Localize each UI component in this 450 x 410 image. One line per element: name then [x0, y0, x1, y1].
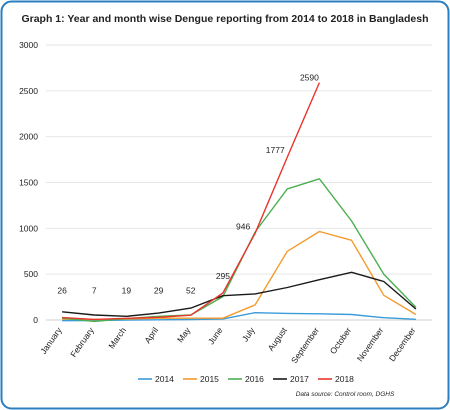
gridlines	[46, 44, 432, 321]
data-label: 29	[154, 286, 164, 296]
legend: 2014 2015 2016 2017 2018	[138, 374, 354, 384]
y-tick-label: 1500	[19, 178, 38, 188]
data-label: 7	[92, 286, 97, 296]
data-label: 1777	[266, 145, 285, 155]
series-line-2018	[62, 82, 321, 321]
data-label: 2590	[300, 73, 319, 83]
legend-label: 2014	[155, 374, 174, 384]
chart-title: Graph 1: Year and month wise Dengue repo…	[21, 13, 428, 25]
data-label: 295	[216, 271, 230, 281]
data-label: 946	[236, 221, 250, 231]
y-tick-label: 2000	[19, 132, 38, 142]
series-lines	[62, 82, 417, 323]
data-label: 26	[57, 286, 67, 296]
legend-label: 2018	[335, 374, 354, 384]
data-label: 19	[122, 286, 132, 296]
data-label: 52	[186, 286, 196, 296]
y-tick-label: 1000	[19, 223, 38, 233]
y-tick-label: 0	[33, 315, 38, 325]
series-line-2014	[62, 312, 416, 322]
data-labels: 26 7 19 29 52 295 946 1777 2590	[57, 73, 319, 296]
legend-label: 2015	[200, 374, 219, 384]
y-tick-label: 3000	[19, 40, 38, 50]
source-note: Data source: Control room, DGHS	[296, 391, 395, 398]
series-line-2017	[62, 271, 417, 317]
legend-label: 2016	[245, 374, 264, 384]
y-axis-tick-labels: 0 500 1000 1500 2000 2500 3000	[19, 40, 38, 325]
y-tick-label: 2500	[19, 86, 38, 96]
legend-label: 2017	[290, 374, 309, 384]
y-tick-label: 500	[24, 269, 38, 279]
